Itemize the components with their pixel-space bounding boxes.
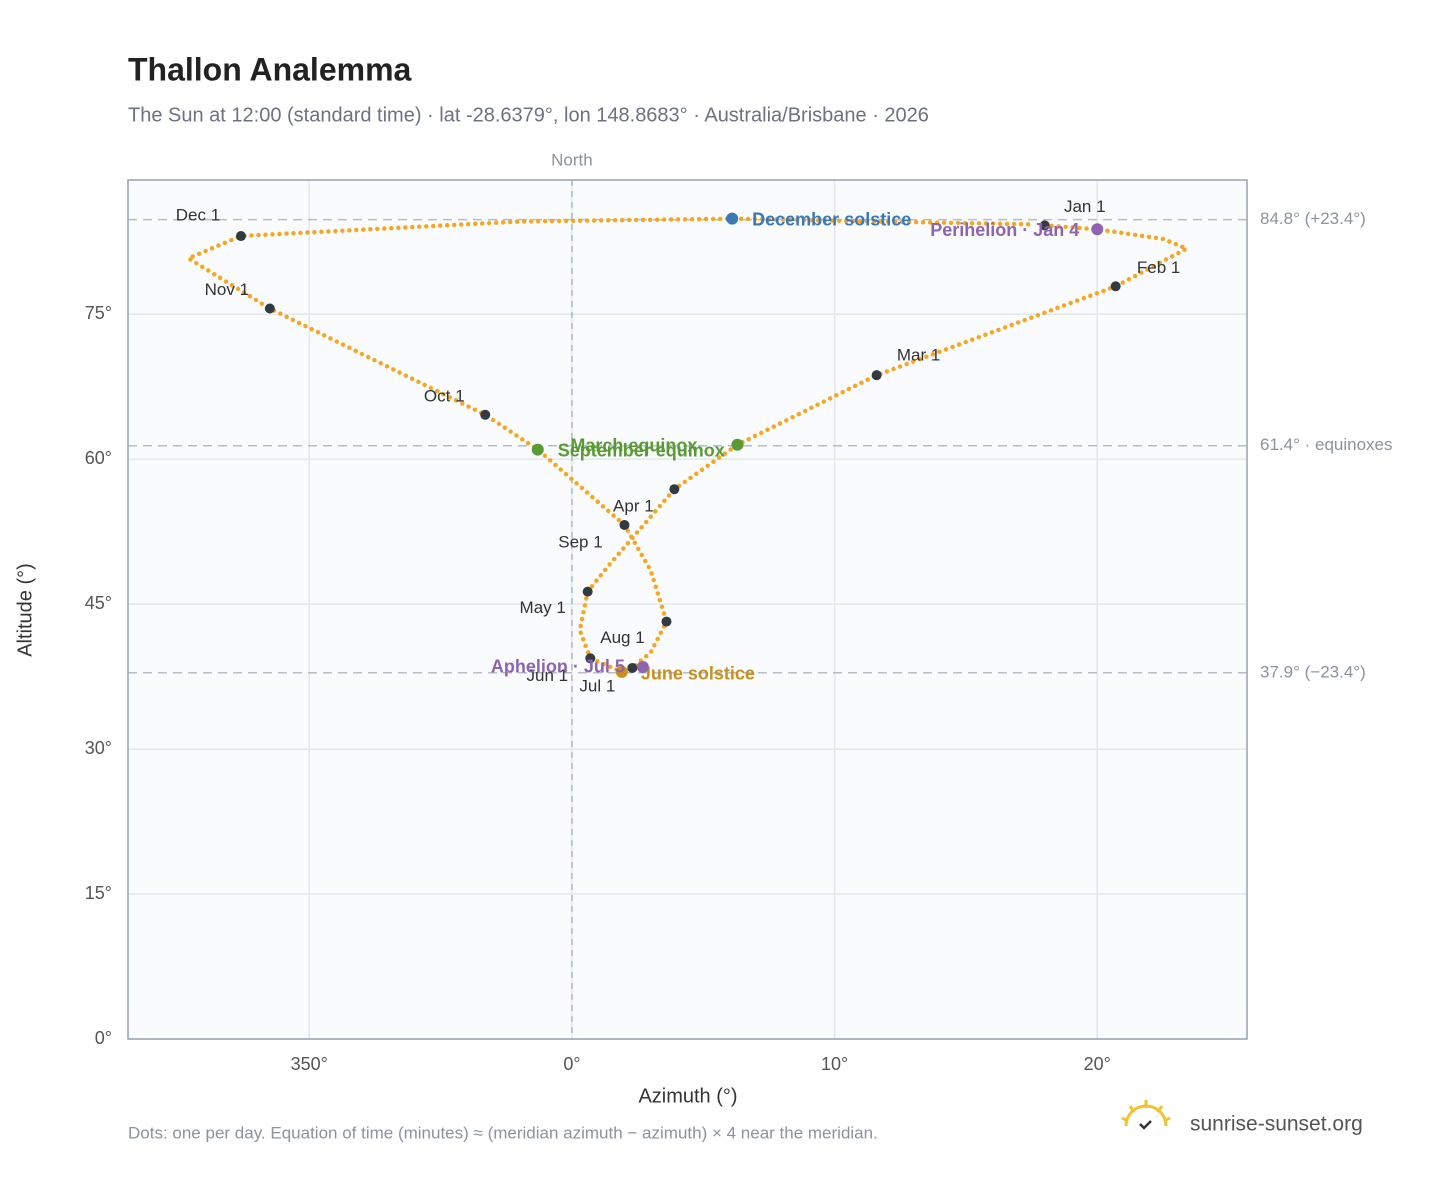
- month-label: Nov 1: [205, 280, 249, 299]
- x-tick-label: 0°: [563, 1054, 580, 1074]
- month-marker: [619, 519, 630, 530]
- month-label: May 1: [520, 598, 566, 617]
- chart-title: Thallon Analemma: [128, 51, 412, 87]
- event-label: June solstice: [641, 664, 755, 684]
- brand-logo: [1121, 1100, 1171, 1130]
- month-marker: [1039, 220, 1050, 231]
- x-axis-label: Azimuth (°): [638, 1085, 737, 1107]
- y-tick-label: 60°: [85, 448, 112, 468]
- event-label: September equinox: [558, 440, 725, 460]
- y-tick-label: 45°: [85, 593, 112, 613]
- event-label: December solstice: [752, 209, 911, 229]
- event-label: March equinox: [570, 436, 697, 456]
- month-label: Aug 1: [600, 628, 644, 647]
- x-tick-label: 350°: [291, 1054, 328, 1074]
- meridian-label: North: [551, 150, 593, 169]
- x-tick-label: 10°: [821, 1054, 848, 1074]
- event-marker: [731, 438, 744, 451]
- month-label: Jul 1: [579, 676, 615, 695]
- event-marker: [1091, 223, 1104, 236]
- month-marker: [669, 484, 680, 495]
- brand-text: sunrise-sunset.org: [1190, 1113, 1363, 1136]
- month-marker: [627, 662, 638, 673]
- plot-layer: Jan 1 Feb 1 Mar 1 Apr 1 May 1 Jun 1 Jul 1 Aug 1…: [128, 180, 1247, 1040]
- month-marker: [661, 616, 672, 627]
- month-label: Mar 1: [897, 346, 940, 365]
- y-tick-label: 0°: [95, 1028, 112, 1048]
- month-marker: [480, 409, 491, 420]
- month-label: Feb 1: [1137, 258, 1180, 277]
- reference-label: 37.9° (−23.4°): [1260, 662, 1366, 681]
- month-label: Jan 1: [1064, 197, 1106, 216]
- x-tick-label: 20°: [1084, 1054, 1111, 1074]
- plot-frame: [127, 179, 1248, 1040]
- event-label: Aphelion · Jul 5: [491, 657, 625, 677]
- month-label: Oct 1: [424, 386, 465, 405]
- month-marker: [585, 653, 596, 664]
- month-label: Apr 1: [613, 497, 654, 516]
- reference-label: 84.8° (+23.4°): [1260, 209, 1366, 228]
- month-label: Sep 1: [558, 532, 602, 551]
- y-tick-label: 30°: [85, 738, 112, 758]
- month-marker: [235, 231, 246, 242]
- month-marker: [264, 303, 275, 314]
- month-label: Jun 1: [527, 666, 569, 685]
- month-label: Dec 1: [176, 206, 220, 225]
- month-marker: [1110, 281, 1121, 292]
- event-marker: [615, 665, 628, 678]
- footnote: Dots: one per day. Equation of time (min…: [128, 1123, 878, 1142]
- reference-label: 61.4° · equinoxes: [1260, 435, 1393, 454]
- month-marker: [871, 370, 882, 381]
- plot-area: [128, 180, 1247, 1039]
- event-marker: [636, 660, 649, 673]
- event-marker: [726, 212, 739, 225]
- chart-subtitle: The Sun at 12:00 (standard time) · lat -…: [128, 104, 929, 126]
- analemma-path: [186, 216, 1189, 675]
- event-marker: [531, 443, 544, 456]
- month-marker: [582, 586, 593, 597]
- y-tick-label: 15°: [85, 883, 112, 903]
- event-label: Perihelion · Jan 4: [930, 220, 1079, 240]
- y-tick-label: 75°: [85, 303, 112, 323]
- y-axis-label: Altitude (°): [14, 563, 36, 657]
